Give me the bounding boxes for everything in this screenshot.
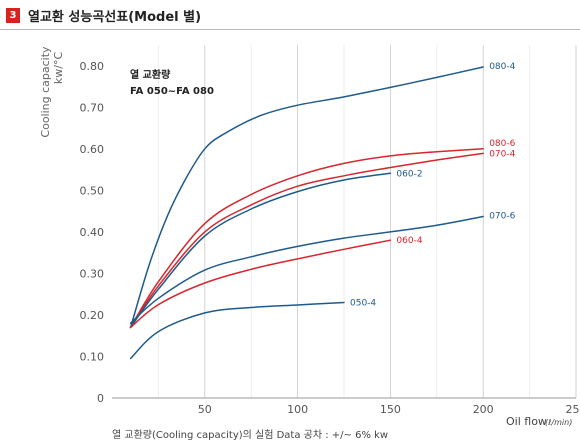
chart-subtitle: FA 050~FA 080 <box>130 86 214 97</box>
chart-title: 열 교환량 <box>130 68 171 81</box>
y-tick-label: 0.50 <box>80 184 105 197</box>
y-tick-label: 0.70 <box>80 101 105 114</box>
x-tick-label: 100 <box>287 403 308 416</box>
x-tick-label: 150 <box>380 403 401 416</box>
y-tick-label: 0.20 <box>80 309 105 322</box>
y-axis-label: Cooling capacity <box>39 46 52 138</box>
x-axis-label: Oil flow <box>506 415 547 428</box>
y-tick-label: 0.80 <box>80 60 105 73</box>
x-axis-unit: (ℓ/min) <box>545 418 572 427</box>
series-label-070-6: 070-6 <box>489 212 515 222</box>
y-tick-label: 0.30 <box>80 267 105 280</box>
tolerance-note: 열 교환량(Cooling capacity)의 실험 Data 공차 : +/… <box>112 426 388 441</box>
series-label-050-4: 050-4 <box>350 298 376 308</box>
y-tick-label: 0 <box>97 392 104 405</box>
y-axis-unit: kw/°C <box>52 52 65 85</box>
x-tick-label: 200 <box>473 403 494 416</box>
x-tick-label: 250 <box>566 403 580 416</box>
x-tick-label: 50 <box>198 403 212 416</box>
y-tick-label: 0.10 <box>80 350 105 363</box>
series-label-080-6: 080-6 <box>489 139 515 149</box>
series-label-080-4: 080-4 <box>489 62 515 72</box>
y-tick-label: 0.40 <box>80 226 105 239</box>
series-label-060-2: 060-2 <box>396 169 422 179</box>
series-label-060-4: 060-4 <box>396 236 422 246</box>
series-label-070-4: 070-4 <box>489 149 515 159</box>
y-tick-label: 0.60 <box>80 143 105 156</box>
